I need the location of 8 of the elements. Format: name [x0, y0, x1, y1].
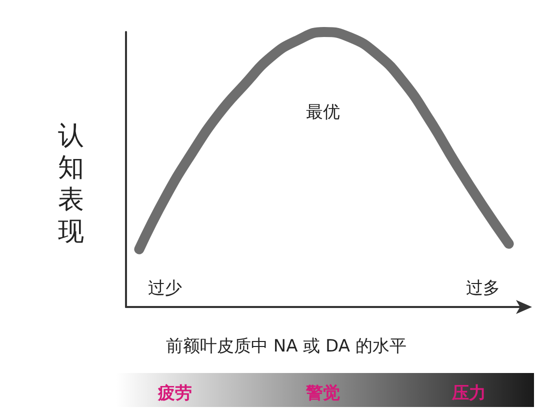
annotation: 最优 — [306, 102, 340, 122]
text: 警觉 — [305, 384, 340, 404]
annotation: 过多 — [466, 278, 500, 298]
text: 压力 — [451, 384, 486, 404]
text: 疲劳 — [157, 384, 192, 404]
y-axis-title: 认知表现 — [58, 121, 84, 247]
annotation: 过少 — [148, 278, 182, 298]
x-axis-title: 前额叶皮质中 NA 或 DA 的水平 — [166, 336, 406, 356]
